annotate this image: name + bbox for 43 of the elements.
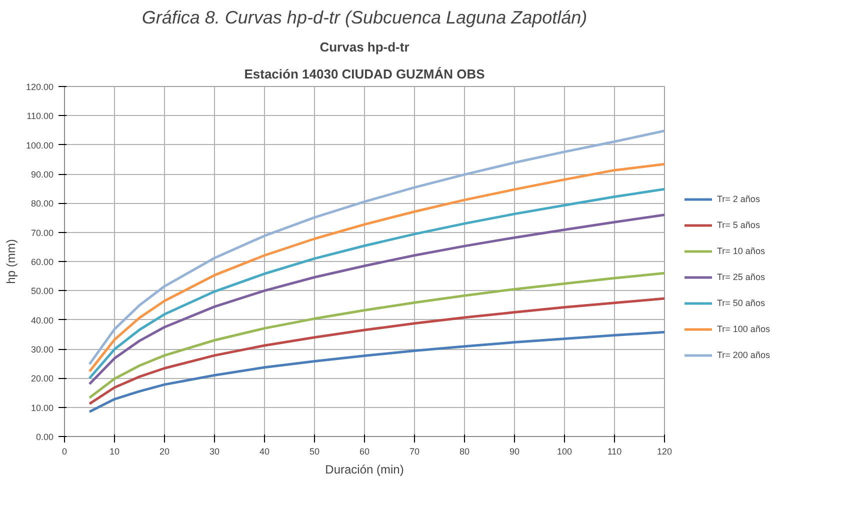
legend-label: Tr= 2 años xyxy=(717,194,760,204)
y-tick-label: 100.00 xyxy=(26,140,54,150)
line-series xyxy=(88,297,664,406)
y-tick-label: 40.00 xyxy=(30,315,54,326)
y-axis-title: hp (mm) xyxy=(4,239,18,284)
legend-label: Tr= 10 años xyxy=(717,246,765,256)
text: Gráfica 8. Curvas hp-d-tr (Subcuenca Laguna Zapotlán) xyxy=(142,8,588,28)
y-tick-label: 10.00 xyxy=(30,402,54,413)
x-tick-label: 90 xyxy=(509,446,520,456)
y-tick-label: 30.00 xyxy=(30,344,54,354)
x-tick-label: 80 xyxy=(459,446,470,456)
x-tick-label: 120 xyxy=(656,446,672,456)
x-tick-label: 70 xyxy=(409,446,420,456)
chart-subtitle: Estación 14030 CIUDAD GUZMÁN OBS xyxy=(244,66,486,82)
y-tick-label: 50.00 xyxy=(30,286,54,296)
y-tick-label: 80.00 xyxy=(30,198,54,209)
line-series xyxy=(88,272,664,399)
x-tick-label: 10 xyxy=(109,446,120,456)
y-tick-label: 0.00 xyxy=(36,432,54,442)
legend-label: Tr= 50 años xyxy=(717,298,765,308)
y-tick-label: 90.00 xyxy=(30,170,54,180)
legend-label: Tr= 200 años xyxy=(717,350,770,360)
y-tick-label: 70.00 xyxy=(30,228,54,238)
x-tick-label: 50 xyxy=(309,446,320,456)
y-tick-label: 120.00 xyxy=(26,82,54,92)
legend-label: Tr= 5 años xyxy=(717,220,760,230)
x-tick-label: 40 xyxy=(259,446,270,456)
chart-title: Curvas hp-d-tr xyxy=(320,40,410,54)
y-tick-label: 110.00 xyxy=(26,111,54,122)
x-tick-label: 110 xyxy=(607,446,622,456)
line-series xyxy=(88,130,664,366)
x-axis-title: Duración (min) xyxy=(325,462,404,476)
line-series xyxy=(88,330,664,413)
y-tick-label: 20.00 xyxy=(30,374,54,384)
y-tick-label: 60.00 xyxy=(30,257,54,267)
x-tick-label: 20 xyxy=(159,446,170,456)
x-tick-label: 0 xyxy=(62,446,68,456)
x-tick-label: 100 xyxy=(556,446,572,456)
legend-label: Tr= 25 años xyxy=(717,272,765,282)
x-tick-label: 30 xyxy=(209,446,220,456)
line-series xyxy=(88,214,664,386)
x-tick-label: 60 xyxy=(359,446,370,456)
legend-label: Tr= 100 años xyxy=(717,324,770,334)
